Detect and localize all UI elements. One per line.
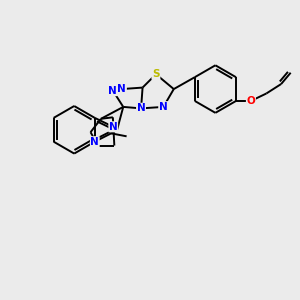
Text: O: O [247,96,255,106]
Text: S: S [152,69,160,79]
Text: N: N [137,103,146,113]
Text: N: N [117,84,126,94]
Text: N: N [159,102,168,112]
Text: N: N [159,102,168,112]
Text: O: O [247,96,255,106]
Text: N: N [137,103,146,113]
Text: N: N [109,85,117,96]
Text: N: N [109,85,117,96]
Text: N: N [90,137,99,147]
Text: N: N [117,84,126,94]
Text: S: S [152,69,160,79]
Text: N: N [109,122,118,132]
